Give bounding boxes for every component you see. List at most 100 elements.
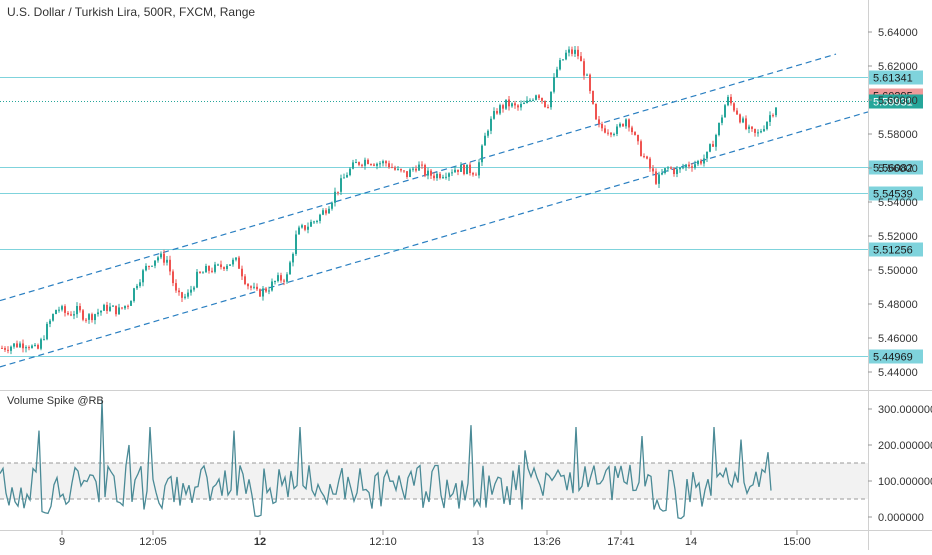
candle-body xyxy=(598,119,600,125)
level-label-bg xyxy=(869,242,923,257)
level-label-bg xyxy=(869,186,923,201)
candle-body xyxy=(661,172,663,175)
candle-body xyxy=(478,162,480,176)
candle-body xyxy=(400,168,402,171)
candle-body xyxy=(52,314,54,321)
price-tick-label: 5.60000 xyxy=(878,95,918,107)
candle-body xyxy=(574,49,576,54)
candle-body xyxy=(640,141,642,157)
candle-body xyxy=(649,158,651,169)
candle-body xyxy=(286,274,288,282)
candle-body xyxy=(412,168,414,170)
candle-body xyxy=(169,259,171,272)
candle-body xyxy=(424,164,426,176)
candle-body xyxy=(274,281,276,283)
candle-body xyxy=(232,259,234,265)
axis-layer: 5.44000 5.46000 5.48000 5.50000 5.52000 5.540… xyxy=(59,27,932,548)
candle-body xyxy=(634,132,636,135)
candle-body xyxy=(433,175,435,179)
candle-body xyxy=(100,310,102,313)
candle-body xyxy=(526,100,528,104)
candle-body xyxy=(340,178,342,192)
candle-body xyxy=(529,100,531,102)
candle-layer xyxy=(1,45,777,355)
candle-body xyxy=(76,306,78,315)
candle-body xyxy=(109,306,111,311)
candle-body xyxy=(277,275,279,282)
price-tick-label: 5.58000 xyxy=(878,129,918,141)
candle-body xyxy=(223,267,225,269)
candle-body xyxy=(37,344,39,349)
candle-body xyxy=(316,220,318,222)
price-tick-label: 5.54000 xyxy=(878,197,918,209)
candle-body xyxy=(508,99,510,107)
candle-body xyxy=(313,221,315,223)
candle-body xyxy=(244,276,246,284)
candle-body xyxy=(406,171,408,178)
candle-body xyxy=(619,123,621,127)
volume-tick-label: 100.000000 xyxy=(878,476,932,488)
candle-body xyxy=(442,176,444,178)
candle-body xyxy=(694,164,696,168)
candle-body xyxy=(772,115,774,117)
candle-body xyxy=(583,61,585,76)
candle-body xyxy=(562,59,564,61)
candle-body xyxy=(175,283,177,291)
candle-body xyxy=(250,286,252,288)
candle-body xyxy=(106,304,108,311)
time-tick-label: 15:00 xyxy=(783,536,811,548)
candle-body xyxy=(742,118,744,123)
time-tick-label: 12 xyxy=(254,536,266,548)
candle-body xyxy=(130,300,132,306)
candle-body xyxy=(532,99,534,101)
candle-body xyxy=(418,164,420,171)
candle-body xyxy=(766,121,768,130)
candle-body xyxy=(166,259,168,263)
candle-body xyxy=(133,288,135,301)
candle-body xyxy=(622,123,624,127)
candle-body xyxy=(163,253,165,263)
time-tick-label: 14 xyxy=(685,536,697,548)
candle-body xyxy=(727,96,729,106)
price-tick-label: 5.52000 xyxy=(878,231,918,243)
price-tick-label: 5.56000 xyxy=(878,163,918,175)
level-label: 5.56082 xyxy=(873,163,913,175)
price-tick-label: 5.48000 xyxy=(878,299,918,311)
candle-body xyxy=(292,253,294,263)
candle-body xyxy=(448,173,450,177)
candle-body xyxy=(394,167,396,170)
candle-body xyxy=(370,164,372,166)
level-label-bg xyxy=(869,70,923,85)
candle-body xyxy=(7,349,9,351)
candle-body xyxy=(211,270,213,272)
candle-body xyxy=(709,144,711,152)
channel-layer xyxy=(0,53,869,368)
candle-body xyxy=(697,160,699,165)
candle-body xyxy=(682,167,684,169)
candle-body xyxy=(436,173,438,179)
candle-body xyxy=(235,257,237,260)
candle-body xyxy=(556,69,558,78)
candle-body xyxy=(310,221,312,227)
candle-body xyxy=(454,169,456,173)
candle-body xyxy=(628,119,630,128)
candle-body xyxy=(607,132,609,134)
candle-body xyxy=(541,97,543,101)
candle-body xyxy=(16,343,18,348)
candle-body xyxy=(601,124,603,129)
candle-body xyxy=(25,347,27,349)
candle-body xyxy=(220,264,222,268)
candle-body xyxy=(736,110,738,115)
candle-body xyxy=(139,282,141,286)
chart-title: U.S. Dollar / Turkish Lira, 500R, FXCM, … xyxy=(7,5,255,19)
price-tick-label: 5.64000 xyxy=(878,27,918,39)
candle-body xyxy=(364,159,366,166)
candle-body xyxy=(70,314,72,316)
candle-body xyxy=(718,122,720,135)
candle-body xyxy=(724,105,726,118)
candle-body xyxy=(373,164,375,166)
candle-body xyxy=(85,319,87,321)
candle-body xyxy=(538,95,540,98)
